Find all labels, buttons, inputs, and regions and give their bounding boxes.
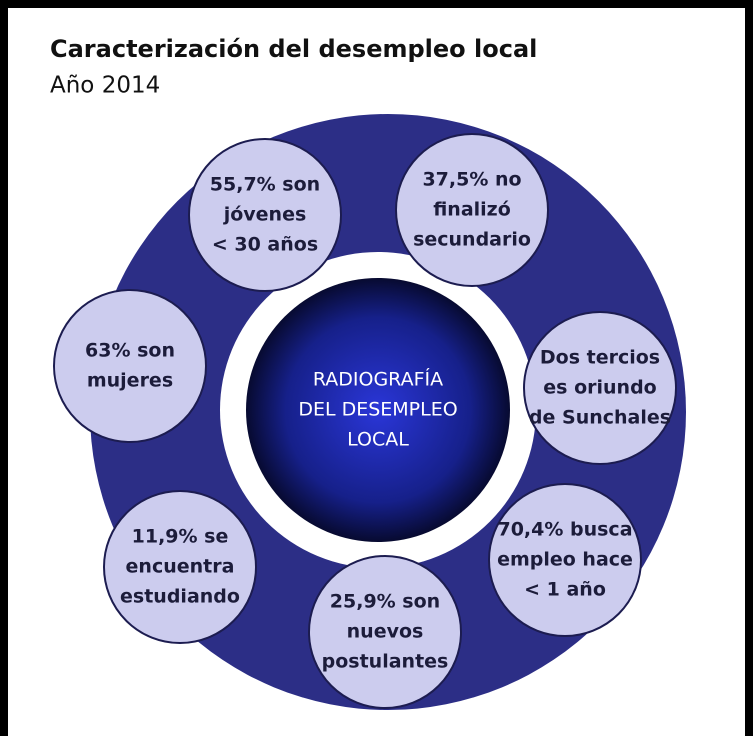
node-line: finalizó xyxy=(433,199,511,221)
node-line: mujeres xyxy=(87,370,173,392)
node-line: 70,4% busca xyxy=(497,519,632,541)
center-label: RADIOGRAFÍA DEL DESEMPLEO LOCAL xyxy=(298,368,457,451)
center-line: RADIOGRAFÍA xyxy=(313,368,443,391)
subtitle: Año 2014 xyxy=(50,73,160,99)
node-circle xyxy=(488,483,642,637)
node-line: de Sunchales xyxy=(529,407,671,429)
node-line: secundario xyxy=(413,229,531,251)
center-circle xyxy=(246,278,510,542)
node-line: < 1 año xyxy=(524,579,606,601)
node-circle xyxy=(53,289,207,443)
node-circle xyxy=(523,311,677,465)
title: Caracterización del desempleo local xyxy=(50,35,537,63)
node-line: postulantes xyxy=(322,651,449,673)
node-circle xyxy=(188,138,342,292)
node-line: nuevos xyxy=(347,621,424,643)
node-line: 63% son xyxy=(85,340,175,362)
node-line: es oriundo xyxy=(543,377,656,399)
node-line: < 30 años xyxy=(212,234,318,256)
center-line: LOCAL xyxy=(347,429,409,451)
node-line: 25,9% son xyxy=(330,591,440,613)
node-line: estudiando xyxy=(120,586,240,608)
node-line: 55,7% son xyxy=(210,174,320,196)
node-line: Dos tercios xyxy=(540,347,660,369)
node-line: empleo hace xyxy=(497,549,633,571)
node: 55,7% son jóvenes < 30 años xyxy=(188,138,342,292)
node-line: 37,5% no xyxy=(422,169,521,191)
node-line: encuentra xyxy=(126,556,235,578)
node-line: 11,9% se xyxy=(132,526,229,548)
node: 11,9% se encuentra estudiando xyxy=(103,490,257,644)
node: Dos tercios es oriundo de Sunchales xyxy=(523,311,677,465)
node-line: jóvenes xyxy=(223,204,307,226)
node-circle xyxy=(395,133,549,287)
nodes: 55,7% son jóvenes < 30 años 37,5% no finaliz… xyxy=(53,133,677,709)
node: 63% son mujeres xyxy=(53,289,207,443)
node: 70,4% busca empleo hace < 1 año xyxy=(488,483,642,637)
node: 25,9% son nuevos postulantes xyxy=(308,555,462,709)
node-circle xyxy=(308,555,462,709)
node-circle xyxy=(103,490,257,644)
center-line: DEL DESEMPLEO xyxy=(298,399,457,421)
node: 37,5% no finalizó secundario xyxy=(395,133,549,287)
